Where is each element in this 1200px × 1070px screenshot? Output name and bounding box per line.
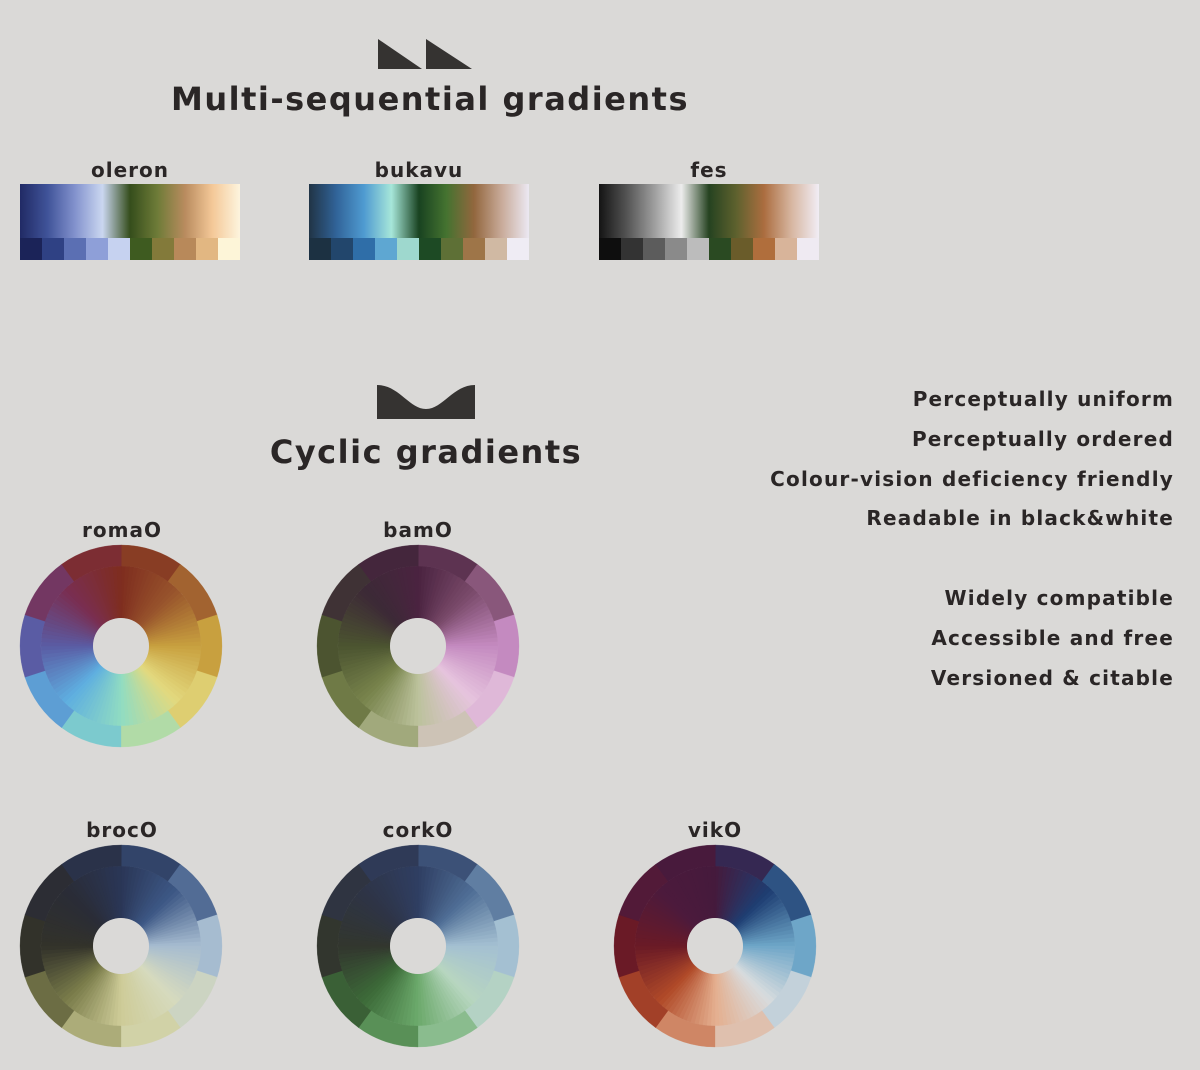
feature-item: Readable in black&white — [866, 506, 1174, 531]
palette-swatch — [731, 238, 754, 260]
wheel-brocO — [19, 844, 223, 1048]
palette-swatch — [665, 238, 688, 260]
palette-swatch — [709, 238, 732, 260]
wheel-hole — [93, 618, 149, 674]
palette-swatch — [20, 238, 43, 260]
feature-item: Accessible and free — [931, 625, 1174, 650]
wheel-romaO — [19, 544, 223, 748]
palette-bukavu — [309, 184, 529, 260]
palette-label-fes: fes — [690, 158, 728, 182]
palette-oleron — [20, 184, 240, 260]
palette-swatch — [797, 238, 819, 260]
wheel-label-brocO: brocO — [86, 818, 158, 842]
wheel-hole — [390, 618, 446, 674]
wheel-label-romaO: romaO — [82, 518, 162, 542]
gradient-strip — [20, 184, 240, 238]
feature-item: Colour-vision deficiency friendly — [770, 466, 1174, 491]
feature-item: Versioned & citable — [930, 665, 1174, 690]
wheel-block — [358, 844, 419, 882]
cyclic-icon — [377, 385, 475, 419]
palette-swatch — [152, 238, 175, 260]
palette-swatch — [643, 238, 666, 260]
palette-swatch — [331, 238, 354, 260]
palette-swatch — [621, 238, 644, 260]
wheel-bamO — [316, 544, 520, 748]
wheel-hole — [390, 918, 446, 974]
palette-swatch — [775, 238, 798, 260]
gradient-strip — [309, 184, 529, 238]
wheel-label-vikO: vikO — [687, 818, 743, 842]
palette-swatch — [130, 238, 153, 260]
palette-swatch — [309, 238, 332, 260]
gradient-strip — [599, 184, 819, 238]
wheel-block — [358, 544, 419, 582]
wheel-block — [61, 844, 122, 882]
palette-swatch — [375, 238, 398, 260]
wheel-hole — [93, 918, 149, 974]
multi-sequential-title: Multi-sequential gradients — [170, 80, 689, 118]
multi-sequential-icon — [378, 39, 472, 69]
palette-label-bukavu: bukavu — [374, 158, 464, 182]
palette-swatch — [599, 238, 622, 260]
wheel-block — [655, 844, 716, 882]
wheel-block — [61, 544, 122, 582]
palette-swatch — [507, 238, 529, 260]
palette-label-oleron: oleron — [90, 158, 169, 182]
palette-swatch — [174, 238, 197, 260]
palette-swatch — [397, 238, 420, 260]
feature-item: Perceptually uniform — [912, 387, 1174, 411]
palette-swatch — [463, 238, 486, 260]
wheel-hole — [687, 918, 743, 974]
wheel-corkO — [316, 844, 520, 1048]
wheel-label-corkO: corkO — [382, 818, 454, 842]
feature-item: Widely compatible — [944, 585, 1174, 610]
palette-swatch — [419, 238, 442, 260]
palette-swatch — [687, 238, 710, 260]
palette-fes — [599, 184, 819, 260]
palette-swatch — [108, 238, 131, 260]
palette-swatch — [485, 238, 508, 260]
wheel-vikO — [613, 844, 817, 1048]
palette-swatch — [218, 238, 240, 260]
palette-swatch — [441, 238, 464, 260]
palette-swatch — [753, 238, 776, 260]
feature-item: Perceptually ordered — [911, 426, 1174, 451]
feature-list: Perceptually uniform Perceptually ordere… — [770, 380, 1174, 698]
palette-swatch — [196, 238, 219, 260]
wheel-label-bamO: bamO — [383, 518, 453, 542]
palette-swatch — [353, 238, 376, 260]
palette-swatch — [86, 238, 109, 260]
palette-swatch — [64, 238, 87, 260]
cyclic-title: Cyclic gradients — [269, 433, 583, 471]
palette-swatch — [42, 238, 65, 260]
